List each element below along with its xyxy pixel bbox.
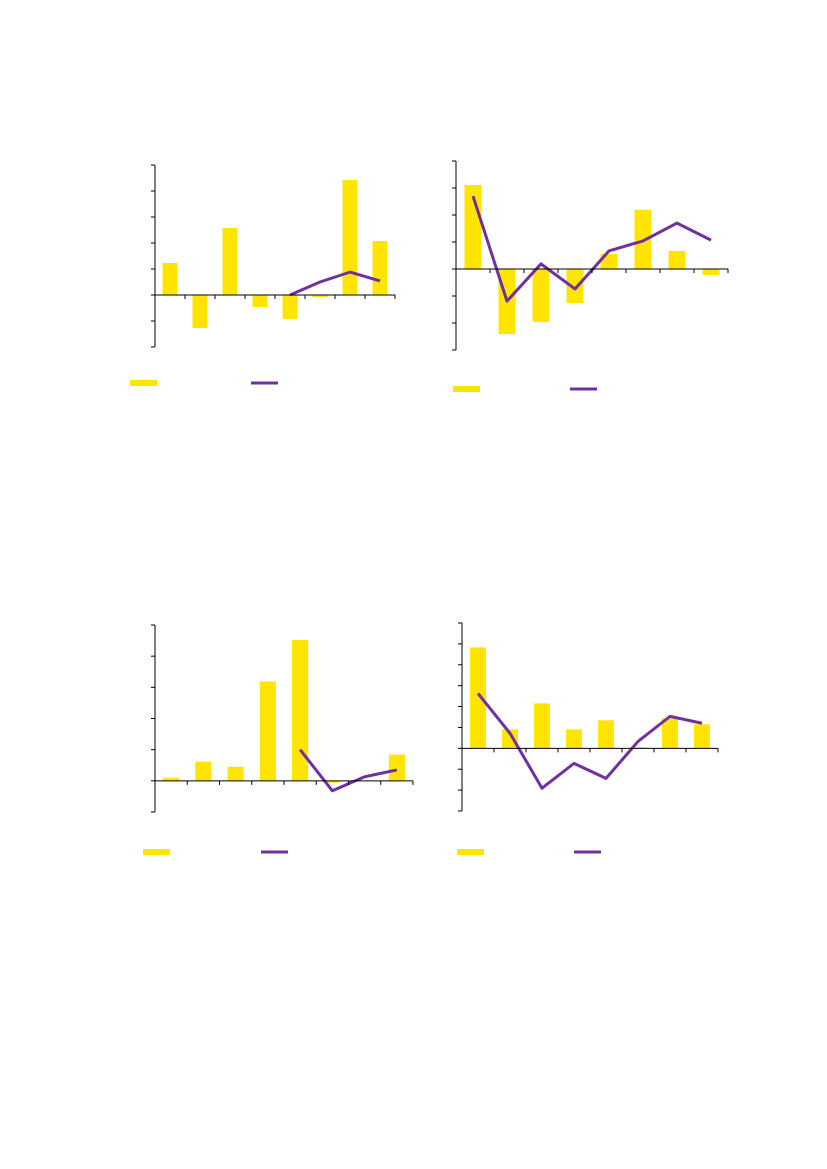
- line: [476, 692, 703, 790]
- bar: [227, 766, 244, 781]
- bar: [324, 780, 341, 783]
- bar: [566, 729, 582, 749]
- bar: [282, 295, 298, 319]
- bar: [252, 295, 268, 307]
- bar: [662, 718, 678, 749]
- legend-swatch: [130, 380, 157, 386]
- bar: [532, 269, 550, 322]
- bar: [372, 240, 388, 295]
- bar: [259, 681, 276, 781]
- bar: [534, 703, 550, 749]
- bar: [566, 269, 584, 304]
- bar: [222, 227, 238, 295]
- bar: [694, 724, 710, 749]
- bar: [162, 263, 178, 295]
- bar: [668, 250, 686, 269]
- legend-swatch: [453, 386, 480, 392]
- bar: [292, 639, 309, 781]
- bar: [388, 754, 405, 781]
- bar: [502, 729, 518, 749]
- bar: [312, 295, 328, 298]
- bar: [702, 269, 720, 275]
- bar: [192, 295, 208, 329]
- bar: [598, 720, 614, 749]
- bar: [195, 761, 212, 781]
- line: [289, 270, 381, 297]
- bar: [163, 777, 180, 781]
- bar: [470, 647, 486, 749]
- legend-swatch: [143, 849, 170, 855]
- legend-swatch: [457, 849, 484, 855]
- bar: [630, 747, 646, 749]
- bar: [342, 180, 358, 295]
